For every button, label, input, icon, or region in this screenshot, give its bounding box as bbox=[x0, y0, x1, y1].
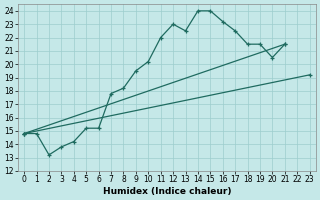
X-axis label: Humidex (Indice chaleur): Humidex (Indice chaleur) bbox=[103, 187, 231, 196]
